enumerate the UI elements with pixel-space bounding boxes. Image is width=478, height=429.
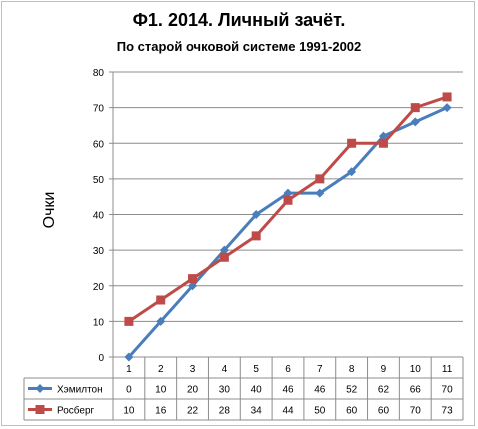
y-tick-label: 80 xyxy=(93,68,105,79)
table-cell-value: 16 xyxy=(155,406,167,417)
y-tick-label: 50 xyxy=(93,175,105,186)
table-cell-value: 46 xyxy=(282,385,294,396)
data-point xyxy=(188,281,198,291)
data-point xyxy=(347,138,357,148)
data-point xyxy=(378,131,388,141)
table-cell-value: 52 xyxy=(346,385,358,396)
x-tick-label: 6 xyxy=(285,364,291,375)
data-point xyxy=(124,352,134,362)
y-tick-label: 60 xyxy=(93,139,105,150)
data-point xyxy=(315,188,325,198)
data-point xyxy=(347,167,357,177)
data-point xyxy=(251,210,261,219)
data-point xyxy=(283,188,293,198)
table-cell-value: 40 xyxy=(251,385,263,396)
y-tick-label: 0 xyxy=(98,353,104,364)
legend-key-marker xyxy=(35,405,45,414)
table-cell-value: 22 xyxy=(187,406,199,417)
table-cell-value: 70 xyxy=(442,385,454,396)
table-cell-value: 30 xyxy=(219,385,231,396)
data-point xyxy=(410,117,420,127)
table-cell-value: 20 xyxy=(187,385,199,396)
x-tick-label: 8 xyxy=(349,364,355,375)
table-cell-value: 10 xyxy=(155,385,167,396)
x-tick-label: 9 xyxy=(381,364,387,375)
y-tick-label: 70 xyxy=(93,104,105,115)
legend-key-marker xyxy=(35,384,45,393)
y-tick-label: 40 xyxy=(93,211,105,222)
table-cell-value: 46 xyxy=(314,385,326,396)
table-cell-value: 60 xyxy=(378,406,390,417)
data-point xyxy=(156,295,166,305)
legend-label: Росберг xyxy=(57,405,95,417)
y-tick-label: 20 xyxy=(93,282,105,293)
x-tick-label: 5 xyxy=(253,364,259,375)
chart-title: Ф1. 2014. Личный зачёт. xyxy=(132,10,346,30)
x-tick-label: 3 xyxy=(190,364,196,375)
data-point xyxy=(442,92,452,102)
series-line xyxy=(127,106,448,358)
table-cell-value: 28 xyxy=(219,406,231,417)
table-cell-value: 73 xyxy=(442,406,454,417)
table-cell-value: 44 xyxy=(282,406,294,417)
chart-subtitle: По старой очковой системе 1991-2002 xyxy=(116,39,362,54)
x-tick-label: 10 xyxy=(410,364,422,375)
y-tick-label: 30 xyxy=(93,246,105,257)
table-cell-value: 0 xyxy=(126,385,132,396)
data-point xyxy=(410,103,420,113)
table-cell-value: 62 xyxy=(378,385,390,396)
data-point xyxy=(378,138,388,148)
table-cell-value: 34 xyxy=(251,406,263,417)
x-tick-label: 11 xyxy=(442,364,453,375)
table-cell-value: 60 xyxy=(346,406,358,417)
data-point xyxy=(124,316,134,326)
data-point xyxy=(251,231,261,241)
data-point xyxy=(283,195,293,205)
table-cell-value: 66 xyxy=(410,385,422,396)
x-tick-label: 1 xyxy=(126,364,132,375)
data-point xyxy=(219,245,229,255)
table-cell-value: 50 xyxy=(314,406,326,417)
legend-label: Хэмилтон xyxy=(57,385,103,396)
table-cell-value: 70 xyxy=(410,406,422,417)
x-tick-label: 2 xyxy=(158,364,164,375)
x-tick-label: 7 xyxy=(317,364,323,375)
data-point xyxy=(442,103,452,113)
data-point xyxy=(219,252,229,262)
data-point xyxy=(156,316,166,326)
data-point xyxy=(188,274,198,284)
x-tick-label: 4 xyxy=(222,364,228,375)
data-point xyxy=(315,174,325,184)
y-tick-label: 10 xyxy=(93,317,105,328)
table-cell-value: 10 xyxy=(123,406,135,417)
